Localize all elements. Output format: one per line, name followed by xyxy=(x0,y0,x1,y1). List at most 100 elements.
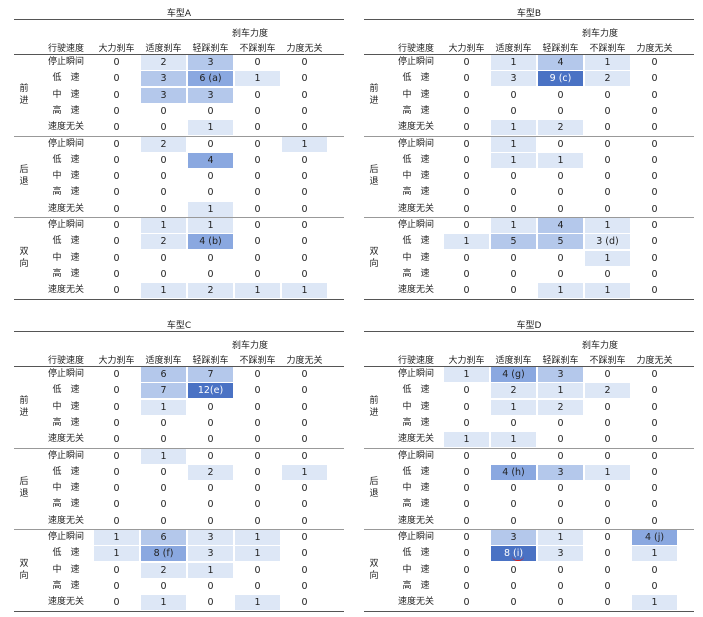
table-cell: 1 xyxy=(188,218,233,233)
table-cell: 2 xyxy=(491,383,536,399)
table-cell: 0 xyxy=(491,185,536,201)
group-rule xyxy=(364,447,694,449)
table-cell: 1 xyxy=(585,250,630,266)
table-cell: 0 xyxy=(282,71,327,87)
table-cell: 0 xyxy=(235,399,280,415)
table-cell: 0 xyxy=(141,464,186,480)
row-label: 中 速 xyxy=(52,401,80,412)
row-label: 高 速 xyxy=(52,187,80,198)
top-rule xyxy=(14,19,344,20)
table-cell: 1 xyxy=(235,530,280,545)
table-cell: 1 xyxy=(538,283,583,299)
table-cell: 0 xyxy=(188,185,233,201)
row-label: 停止瞬间 xyxy=(47,138,84,149)
table-cell: 0 xyxy=(491,497,536,513)
table-cell: 0 xyxy=(282,367,327,382)
table-cell: 1 xyxy=(632,546,677,562)
table-cell: 0 xyxy=(94,367,139,382)
table-cell: 0 xyxy=(94,464,139,480)
table-cell: 1 xyxy=(141,595,186,611)
table-cell: 0 xyxy=(585,367,630,382)
table-cell: 1 xyxy=(585,218,630,233)
row-label: 速度无关 xyxy=(47,434,84,445)
row-label: 低 速 xyxy=(52,154,80,165)
group-label: 后 退 xyxy=(19,477,29,500)
table-cell: 1 xyxy=(444,234,489,250)
column-header: 不踩刹车 xyxy=(589,356,626,366)
table-cell: 0 xyxy=(444,546,489,562)
table-cell: 0 xyxy=(94,55,139,70)
table-cell: 0 xyxy=(585,415,630,431)
column-header: 大力刹车 xyxy=(98,44,135,54)
table-cell: 0 xyxy=(282,448,327,464)
table-cell: 0 xyxy=(94,266,139,282)
table-cell: 0 xyxy=(632,432,677,448)
table-cell: 0 xyxy=(538,136,583,152)
table-cell: 0 xyxy=(538,481,583,497)
table-cell: 0 xyxy=(444,481,489,497)
table-cell: 0 xyxy=(282,250,327,266)
speed-column-header: 行驶速度 xyxy=(48,44,85,54)
table-cell: 0 xyxy=(188,169,233,185)
table-cell: 0 xyxy=(188,250,233,266)
table-cell: 3 xyxy=(188,55,233,70)
row-label: 高 速 xyxy=(402,417,430,428)
column-header: 轻踩刹车 xyxy=(192,356,229,366)
row-label: 停止瞬间 xyxy=(397,220,434,230)
row-label: 低 速 xyxy=(52,466,80,477)
row-label: 高 速 xyxy=(52,499,80,510)
table-cell: 0 xyxy=(632,103,677,119)
panel-title: 车型C xyxy=(166,321,192,331)
table-cell: 0 xyxy=(235,383,280,399)
row-label: 低 速 xyxy=(402,154,430,165)
row-label: 高 速 xyxy=(402,268,430,279)
row-label: 停止瞬间 xyxy=(397,369,434,379)
table-cell: 0 xyxy=(141,152,186,168)
table-cell: 1 xyxy=(491,120,536,136)
table-cell: 1 xyxy=(491,399,536,415)
row-label: 高 速 xyxy=(52,580,80,591)
table-cell: 0 xyxy=(444,415,489,431)
row-label: 低 速 xyxy=(402,466,430,477)
table-cell: 2 xyxy=(585,383,630,399)
row-label: 低 速 xyxy=(52,73,80,84)
table-cell: 0 xyxy=(632,250,677,266)
table-cell: 0 xyxy=(141,185,186,201)
table-cell: 1 xyxy=(235,546,280,562)
table-cell: 0 xyxy=(444,595,489,611)
table-cell: 0 xyxy=(141,169,186,185)
table-cell: 1 xyxy=(538,530,583,545)
speed-column-header: 行驶速度 xyxy=(398,356,435,366)
table-cell: 0 xyxy=(444,71,489,87)
row-label: 中 速 xyxy=(52,483,80,494)
table-cell: 0 xyxy=(632,562,677,578)
row-label: 速度无关 xyxy=(397,285,434,296)
table-cell: 0 xyxy=(282,218,327,233)
table-cell: 0 xyxy=(94,578,139,594)
table-cell: 4 (g) xyxy=(491,367,536,382)
table-cell: 0 xyxy=(632,448,677,464)
table-cell: 0 xyxy=(444,383,489,399)
table-cell: 3 xyxy=(538,464,583,480)
table-cell: 0 xyxy=(538,169,583,185)
header-rule xyxy=(364,54,694,55)
table-cell: 0 xyxy=(444,218,489,233)
row-label: 中 速 xyxy=(402,564,430,575)
group-label: 双 向 xyxy=(19,246,29,269)
table-cell: 0 xyxy=(282,201,327,217)
table-cell: 0 xyxy=(632,513,677,529)
table-cell: 3 xyxy=(188,530,233,545)
group-rule xyxy=(14,135,344,137)
table-cell: 0 xyxy=(282,530,327,545)
row-label: 速度无关 xyxy=(397,515,434,526)
column-header: 轻踩刹车 xyxy=(192,44,229,54)
row-label: 速度无关 xyxy=(47,122,84,133)
table-cell: 0 xyxy=(188,497,233,513)
table-cell: 0 xyxy=(235,234,280,250)
row-label: 中 速 xyxy=(52,564,80,575)
table-cell: 0 xyxy=(188,595,233,611)
table-cell: 0 xyxy=(444,448,489,464)
table-cell: 0 xyxy=(444,120,489,136)
table-cell: 1 xyxy=(235,283,280,299)
table-cell: 0 xyxy=(282,185,327,201)
